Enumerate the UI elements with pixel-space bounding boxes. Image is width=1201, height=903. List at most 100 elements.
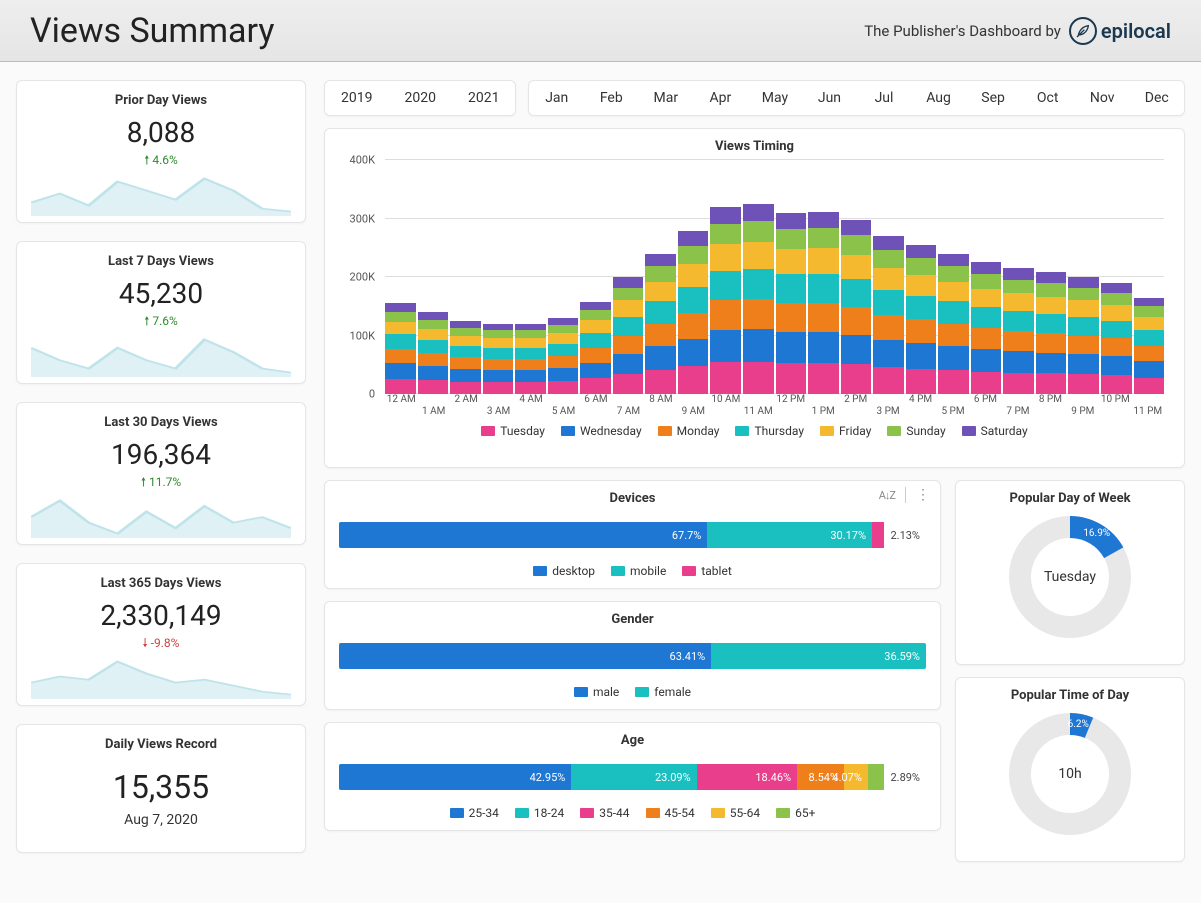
x-tick: 8 PM [1039,394,1062,405]
bar [1068,277,1099,394]
kpi-title: Last 7 Days Views [31,254,291,269]
bar [515,324,546,394]
month-option[interactable]: Sep [966,80,1021,116]
kpi-title: Daily Views Record [31,737,291,752]
legend-item[interactable]: 65+ [776,806,815,820]
kpi-card: Prior Day Views8,088🠕 4.6% [16,80,306,223]
x-tick: 9 AM [682,406,705,417]
legend-item[interactable]: tablet [682,564,731,578]
legend-item[interactable]: 25-34 [450,806,499,820]
attribution: The Publisher's Dashboard by epilocal [864,17,1171,45]
hbar-segment: 36.59% [711,643,926,669]
kpi-title: Last 30 Days Views [31,415,291,430]
x-tick: 9 PM [1071,406,1094,417]
more-icon[interactable]: ⋮ [916,487,930,503]
x-tick: 10 AM [711,394,740,405]
year-option[interactable]: 2019 [325,80,388,116]
year-filter: 201920202021 [324,80,516,116]
y-tick: 400K [350,154,375,167]
kpi-delta: 🠕 7.6% [31,312,291,333]
legend-item[interactable]: Thursday [735,424,804,438]
legend-item[interactable]: 45-54 [646,806,695,820]
kpi-value: 196,364 [31,438,291,471]
card-title: Popular Time of Day [970,688,1170,703]
legend-item[interactable]: 55-64 [711,806,760,820]
logo[interactable]: epilocal [1069,17,1171,45]
bar [938,254,969,394]
card-title: Gender [339,612,926,627]
legend-item[interactable]: Friday [820,424,871,438]
month-option[interactable]: May [748,80,803,116]
bar [906,245,937,394]
legend-item[interactable]: Monday [658,424,720,438]
hbar: 63.41%36.59% [339,643,926,669]
views-timing-card: Views Timing 0100K200K300K400K 12 AM1 AM… [324,128,1185,468]
donut-center: Tuesday [1044,569,1096,585]
card-title: Devices [339,491,926,506]
bar [776,213,807,394]
legend-item[interactable]: Sunday [887,424,945,438]
sparkline [31,494,291,538]
year-option[interactable]: 2020 [388,80,451,116]
year-option[interactable]: 2021 [452,80,515,116]
hbar-segment: 30.17% [707,522,872,548]
x-tick: 12 AM [387,394,416,405]
bar [613,277,644,394]
sparkline [31,655,291,699]
hbar-segment: 23.09% [571,764,696,790]
sort-icon[interactable]: A↓Z [879,489,895,502]
legend-item[interactable]: desktop [533,564,595,578]
x-tick: 1 PM [812,406,835,417]
stacked-bar-chart: 0100K200K300K400K 12 AM1 AM2 AM3 AM4 AM5… [385,160,1164,418]
sidebar: Prior Day Views8,088🠕 4.6% Last 7 Days Vi… [16,80,306,862]
x-tick: 7 AM [617,406,640,417]
y-tick: 200K [350,271,375,284]
y-tick: 100K [350,329,375,342]
feather-icon [1069,17,1097,45]
bar [971,262,1002,394]
kpi-card: Last 365 Days Views2,330,149🠗 -9.8% [16,563,306,706]
bar [483,324,514,394]
kpi-title: Last 365 Days Views [31,576,291,591]
x-tick: 6 AM [584,394,607,405]
hbar-segment: 18.46% [697,764,797,790]
content: 201920202021 JanFebMarAprMayJunJulAugSep… [324,80,1185,862]
month-option[interactable]: Jan [529,80,584,116]
donut-chart: Tuesday 16.9% [995,512,1145,642]
hbar-segment: 2.89% [884,764,926,790]
hbar-segment: 4.07% [844,764,868,790]
x-tick: 5 PM [941,406,964,417]
kpi-title: Prior Day Views [31,93,291,108]
month-option[interactable]: Oct [1020,80,1075,116]
legend-item[interactable]: Saturday [962,424,1028,438]
card-title: Popular Day of Week [970,491,1170,506]
kpi-value: 15,355 [31,768,291,806]
x-tick: 11 PM [1133,406,1162,417]
month-option[interactable]: Nov [1075,80,1130,116]
month-option[interactable]: Feb [584,80,639,116]
legend-item[interactable]: mobile [611,564,666,578]
month-option[interactable]: Jul [857,80,912,116]
month-option[interactable]: Mar [639,80,694,116]
legend-item[interactable]: 18-24 [515,806,564,820]
donut-chart: 10h 6.2% [995,709,1145,839]
legend-item[interactable]: 35-44 [580,806,629,820]
x-tick: 12 PM [776,394,805,405]
legend-item[interactable]: female [635,685,691,699]
month-option[interactable]: Apr [693,80,748,116]
legend-item[interactable]: Tuesday [481,424,545,438]
bar [450,321,481,394]
month-option[interactable]: Dec [1129,80,1184,116]
kpi-delta: 🠕 4.6% [31,151,291,172]
month-option[interactable]: Jun [802,80,857,116]
kpi-card: Last 7 Days Views 45,230🠕 7.6% [16,241,306,384]
legend-item[interactable]: male [574,685,619,699]
bar [385,303,416,394]
hbar-segment: 42.95% [339,764,571,790]
gender-card: Gender 63.41%36.59% male female [324,601,941,710]
legend: 25-34 18-24 35-44 45-54 55-64 65+ [339,806,926,820]
hbar-segment: 2.13% [884,522,926,548]
month-option[interactable]: Aug [911,80,966,116]
kpi-value: 45,230 [31,277,291,310]
legend-item[interactable]: Wednesday [561,424,642,438]
